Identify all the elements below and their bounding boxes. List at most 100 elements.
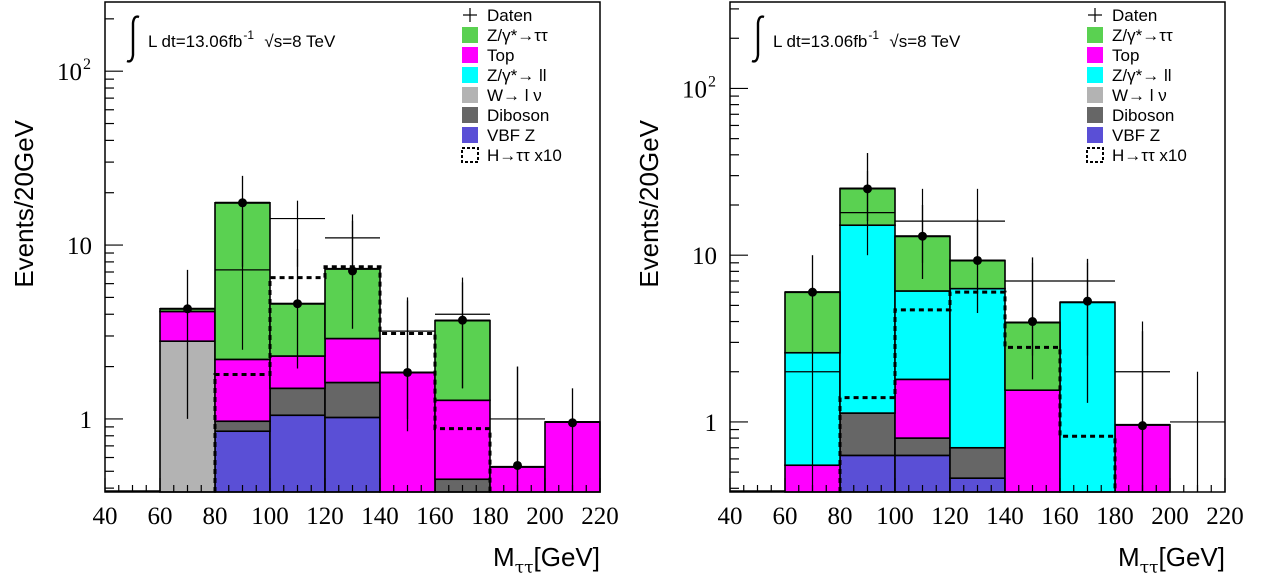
legend-label: H→ττ x10 xyxy=(1112,146,1187,165)
legend-swatch xyxy=(1087,127,1103,143)
y-axis-label: Events/20GeV xyxy=(634,119,664,287)
x-tick-label: 120 xyxy=(306,503,344,530)
legend-label: Z/γ*→ ll xyxy=(1112,66,1172,85)
legend-entry: Diboson xyxy=(1087,106,1174,125)
legend-label: W→ l ν xyxy=(487,86,542,105)
legend-dashed-swatch xyxy=(461,147,479,163)
bar xyxy=(214,358,271,423)
legend-swatch xyxy=(462,67,478,83)
bar xyxy=(839,412,896,457)
luminosity-exponent: -1 xyxy=(868,28,879,42)
x-tick-label: 120 xyxy=(931,503,969,530)
data-marker xyxy=(293,299,302,309)
legend-entry: VBF Z xyxy=(1087,126,1160,145)
data-point xyxy=(918,205,927,279)
y-tick-label: 10 xyxy=(682,76,707,103)
integral-icon xyxy=(126,15,140,63)
data-marker xyxy=(568,418,577,428)
bar xyxy=(949,287,1006,449)
legend-entry: Top xyxy=(462,46,514,65)
legend-entry: W→ l ν xyxy=(462,86,542,105)
data-point xyxy=(863,153,872,222)
data-point xyxy=(1083,258,1092,403)
data-marker xyxy=(1028,317,1037,327)
data-marker xyxy=(183,304,192,314)
data-marker xyxy=(348,266,357,276)
legend-entry: Z/γ*→ ll xyxy=(462,66,547,85)
bar xyxy=(894,378,951,439)
x-tick-label: 220 xyxy=(1206,503,1244,530)
legend-label: Daten xyxy=(1112,6,1157,25)
y-tick-label: 1 xyxy=(80,407,93,434)
data-marker xyxy=(918,231,927,241)
x-tick-label: 80 xyxy=(203,503,228,530)
legend-entry: Z/γ*→ττ xyxy=(1087,26,1173,45)
luminosity-label: L dt=13.06fb xyxy=(773,32,867,51)
legend-entry: Diboson xyxy=(462,106,549,125)
data-point xyxy=(183,269,192,419)
x-tick-label: 180 xyxy=(471,503,509,530)
data-marker xyxy=(973,255,982,265)
energy-label: √s=8 TeV xyxy=(889,32,961,51)
data-marker xyxy=(458,315,467,325)
legend-label: Top xyxy=(1112,46,1139,65)
x-tick-label: 100 xyxy=(251,503,289,530)
data-marker xyxy=(403,367,412,377)
luminosity-exponent: -1 xyxy=(243,28,254,42)
data-marker xyxy=(238,198,247,208)
legend-label: Diboson xyxy=(1112,106,1174,125)
bar xyxy=(434,399,491,481)
legend-swatch xyxy=(1087,47,1103,63)
bar xyxy=(214,430,271,493)
data-point xyxy=(513,366,522,492)
x-axis: 40 60 80 100 120 140 160 180 200 220 xyxy=(718,478,1244,530)
bar xyxy=(1004,389,1061,493)
x-tick-label: 40 xyxy=(718,503,743,530)
x-tick-label: 60 xyxy=(148,503,173,530)
legend-label: Z/γ*→ττ xyxy=(1112,26,1173,45)
data-marker xyxy=(1138,421,1147,431)
legend-label: Z/γ*→ ll xyxy=(487,66,547,85)
x-tick-label: 200 xyxy=(526,503,564,530)
data-marker xyxy=(808,287,817,297)
data-point xyxy=(238,175,247,267)
data-point xyxy=(293,248,302,369)
legend-label: VBF Z xyxy=(1112,126,1160,145)
y-tick-label-exponent: 2 xyxy=(708,73,716,90)
data-point xyxy=(348,220,357,329)
legend-entry: H→ττ x10 xyxy=(1086,146,1187,165)
data-point xyxy=(1138,331,1147,492)
legend-swatch xyxy=(462,127,478,143)
data-point xyxy=(1028,257,1037,380)
legend-entry: W→ l ν xyxy=(1087,86,1167,105)
bar xyxy=(324,416,381,493)
x-tick-label: 160 xyxy=(416,503,454,530)
data-point xyxy=(458,282,467,389)
x-tick-label: 140 xyxy=(986,503,1024,530)
legend-label: W→ l ν xyxy=(1112,86,1167,105)
legend-label: Z/γ*→ττ xyxy=(487,26,548,45)
data-cross xyxy=(1170,371,1225,492)
x-tick-label: 180 xyxy=(1096,503,1134,530)
y-tick-label: 10 xyxy=(692,243,717,270)
bar xyxy=(894,437,951,457)
bar xyxy=(324,381,381,419)
legend-entry: Daten xyxy=(463,6,532,25)
data-marker xyxy=(513,460,522,470)
legend-swatch xyxy=(462,87,478,103)
x-axis-label: Mττ[GeV] xyxy=(493,542,600,578)
legend-entry: Z/γ*→ττ xyxy=(462,26,548,45)
data-point xyxy=(568,388,577,492)
x-tick-label: 160 xyxy=(1041,503,1079,530)
x-tick-label: 80 xyxy=(828,503,853,530)
legend-entry: Z/γ*→ ll xyxy=(1087,66,1172,85)
energy-label: √s=8 TeV xyxy=(264,32,336,51)
legend-entry: Daten xyxy=(1088,6,1157,25)
data-point xyxy=(403,300,412,432)
